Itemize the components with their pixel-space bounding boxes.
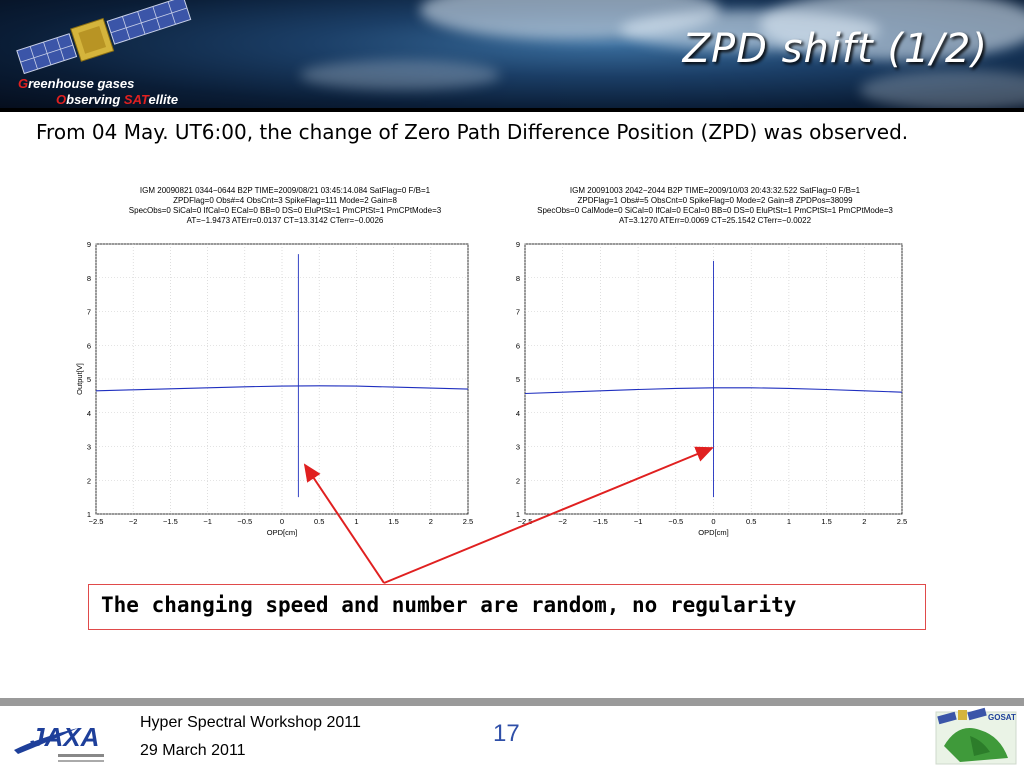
x-tick-label: −0.5	[237, 517, 252, 526]
header-divider	[0, 108, 1024, 112]
x-axis-label: OPD[cm]	[267, 528, 297, 537]
y-tick-label: 3	[87, 443, 91, 452]
header-banner: Greenhouse gases Observing SATellite ZPD…	[0, 0, 1024, 110]
x-tick-label: −2.5	[89, 517, 104, 526]
right-plot-chart: −2.5 −2 −1.5 −1 −0.5 0 0.5 1 1.5 2 2.5123456789OPD…	[516, 240, 907, 537]
y-tick-label: 4	[516, 409, 520, 418]
intro-text: From 04 May. UT6:00, the change of Zero …	[36, 120, 909, 144]
right-plot-header: IGM 20091003 2042−2044 B2P TIME=2009/10/…	[537, 186, 893, 225]
x-tick-label: −0.5	[668, 517, 683, 526]
left-plot: IGM 20090821 0344−0644 B2P TIME=2009/08/…	[70, 186, 480, 537]
x-tick-label: −2	[558, 517, 567, 526]
series-line	[95, 385, 469, 392]
page-number: 17	[493, 720, 520, 747]
y-tick-label: 2	[87, 476, 91, 485]
svg-text:GOSAT: GOSAT	[988, 713, 1016, 722]
callout-box: The changing speed and number are random…	[88, 584, 926, 630]
x-tick-label: 1.5	[821, 517, 831, 526]
x-tick-label: 1	[354, 517, 358, 526]
x-tick-label: −1.5	[593, 517, 608, 526]
left-plot-chart: −2.5 −2 −1.5 −1 −0.5 0 0.5 1 1.5 2 2.5 1 2 3 4 5 6 7 8 9 OPD…	[75, 240, 473, 537]
y-axis-label: Output[V]	[75, 363, 84, 395]
y-tick-label: 4	[87, 409, 91, 418]
footer-event: Hyper Spectral Workshop 2011	[140, 714, 361, 731]
x-tick-label: 0	[280, 517, 284, 526]
y-tick-label: 9	[87, 240, 91, 249]
y-tick-label: 5	[87, 375, 91, 384]
x-tick-label: 1.5	[388, 517, 398, 526]
x-tick-label: 0.5	[746, 517, 756, 526]
left-plot-header: IGM 20090821 0344−0644 B2P TIME=2009/08/…	[128, 186, 442, 225]
x-tick-label: −1.5	[163, 517, 178, 526]
y-tick-label: 6	[87, 341, 91, 350]
x-tick-label: −1	[634, 517, 643, 526]
y-tick-label: 1	[87, 510, 91, 519]
x-tick-label: 1	[787, 517, 791, 526]
x-tick-label: 2	[429, 517, 433, 526]
footer-date: 29 March 2011	[140, 742, 246, 759]
x-tick-label: 0	[711, 517, 715, 526]
y-tick-label: 8	[516, 274, 520, 283]
x-tick-label: 2	[862, 517, 866, 526]
x-tick-label: 2.5	[463, 517, 473, 526]
x-tick-label: 0.5	[314, 517, 324, 526]
x-tick-label: −1	[203, 517, 212, 526]
x-tick-label: −2	[129, 517, 138, 526]
jaxa-logo-icon: JAXA	[14, 722, 104, 762]
x-axis-label: OPD[cm]	[698, 528, 728, 537]
y-tick-label: 1	[516, 510, 520, 519]
y-tick-label: 6	[516, 341, 520, 350]
y-tick-label: 3	[516, 443, 520, 452]
y-tick-label: 2	[516, 476, 520, 485]
y-tick-label: 7	[87, 308, 91, 317]
y-tick-label: 9	[516, 240, 520, 249]
slide-title: ZPD shift (1/2)	[682, 26, 988, 72]
satellite-icon	[16, 0, 192, 75]
callout-text: The changing speed and number are random…	[101, 593, 797, 617]
right-plot: IGM 20091003 2042−2044 B2P TIME=2009/10/…	[505, 186, 925, 537]
y-tick-label: 7	[516, 308, 520, 317]
footer-divider	[0, 698, 1024, 706]
y-tick-label: 8	[87, 274, 91, 283]
gosat-logo-icon: GOSAT	[935, 707, 1017, 765]
gosat-logo-text: Greenhouse gases Observing SATellite	[18, 76, 179, 107]
x-tick-label: 2.5	[897, 517, 907, 526]
y-tick-label: 5	[516, 375, 520, 384]
svg-text:JAXA: JAXA	[30, 722, 99, 752]
